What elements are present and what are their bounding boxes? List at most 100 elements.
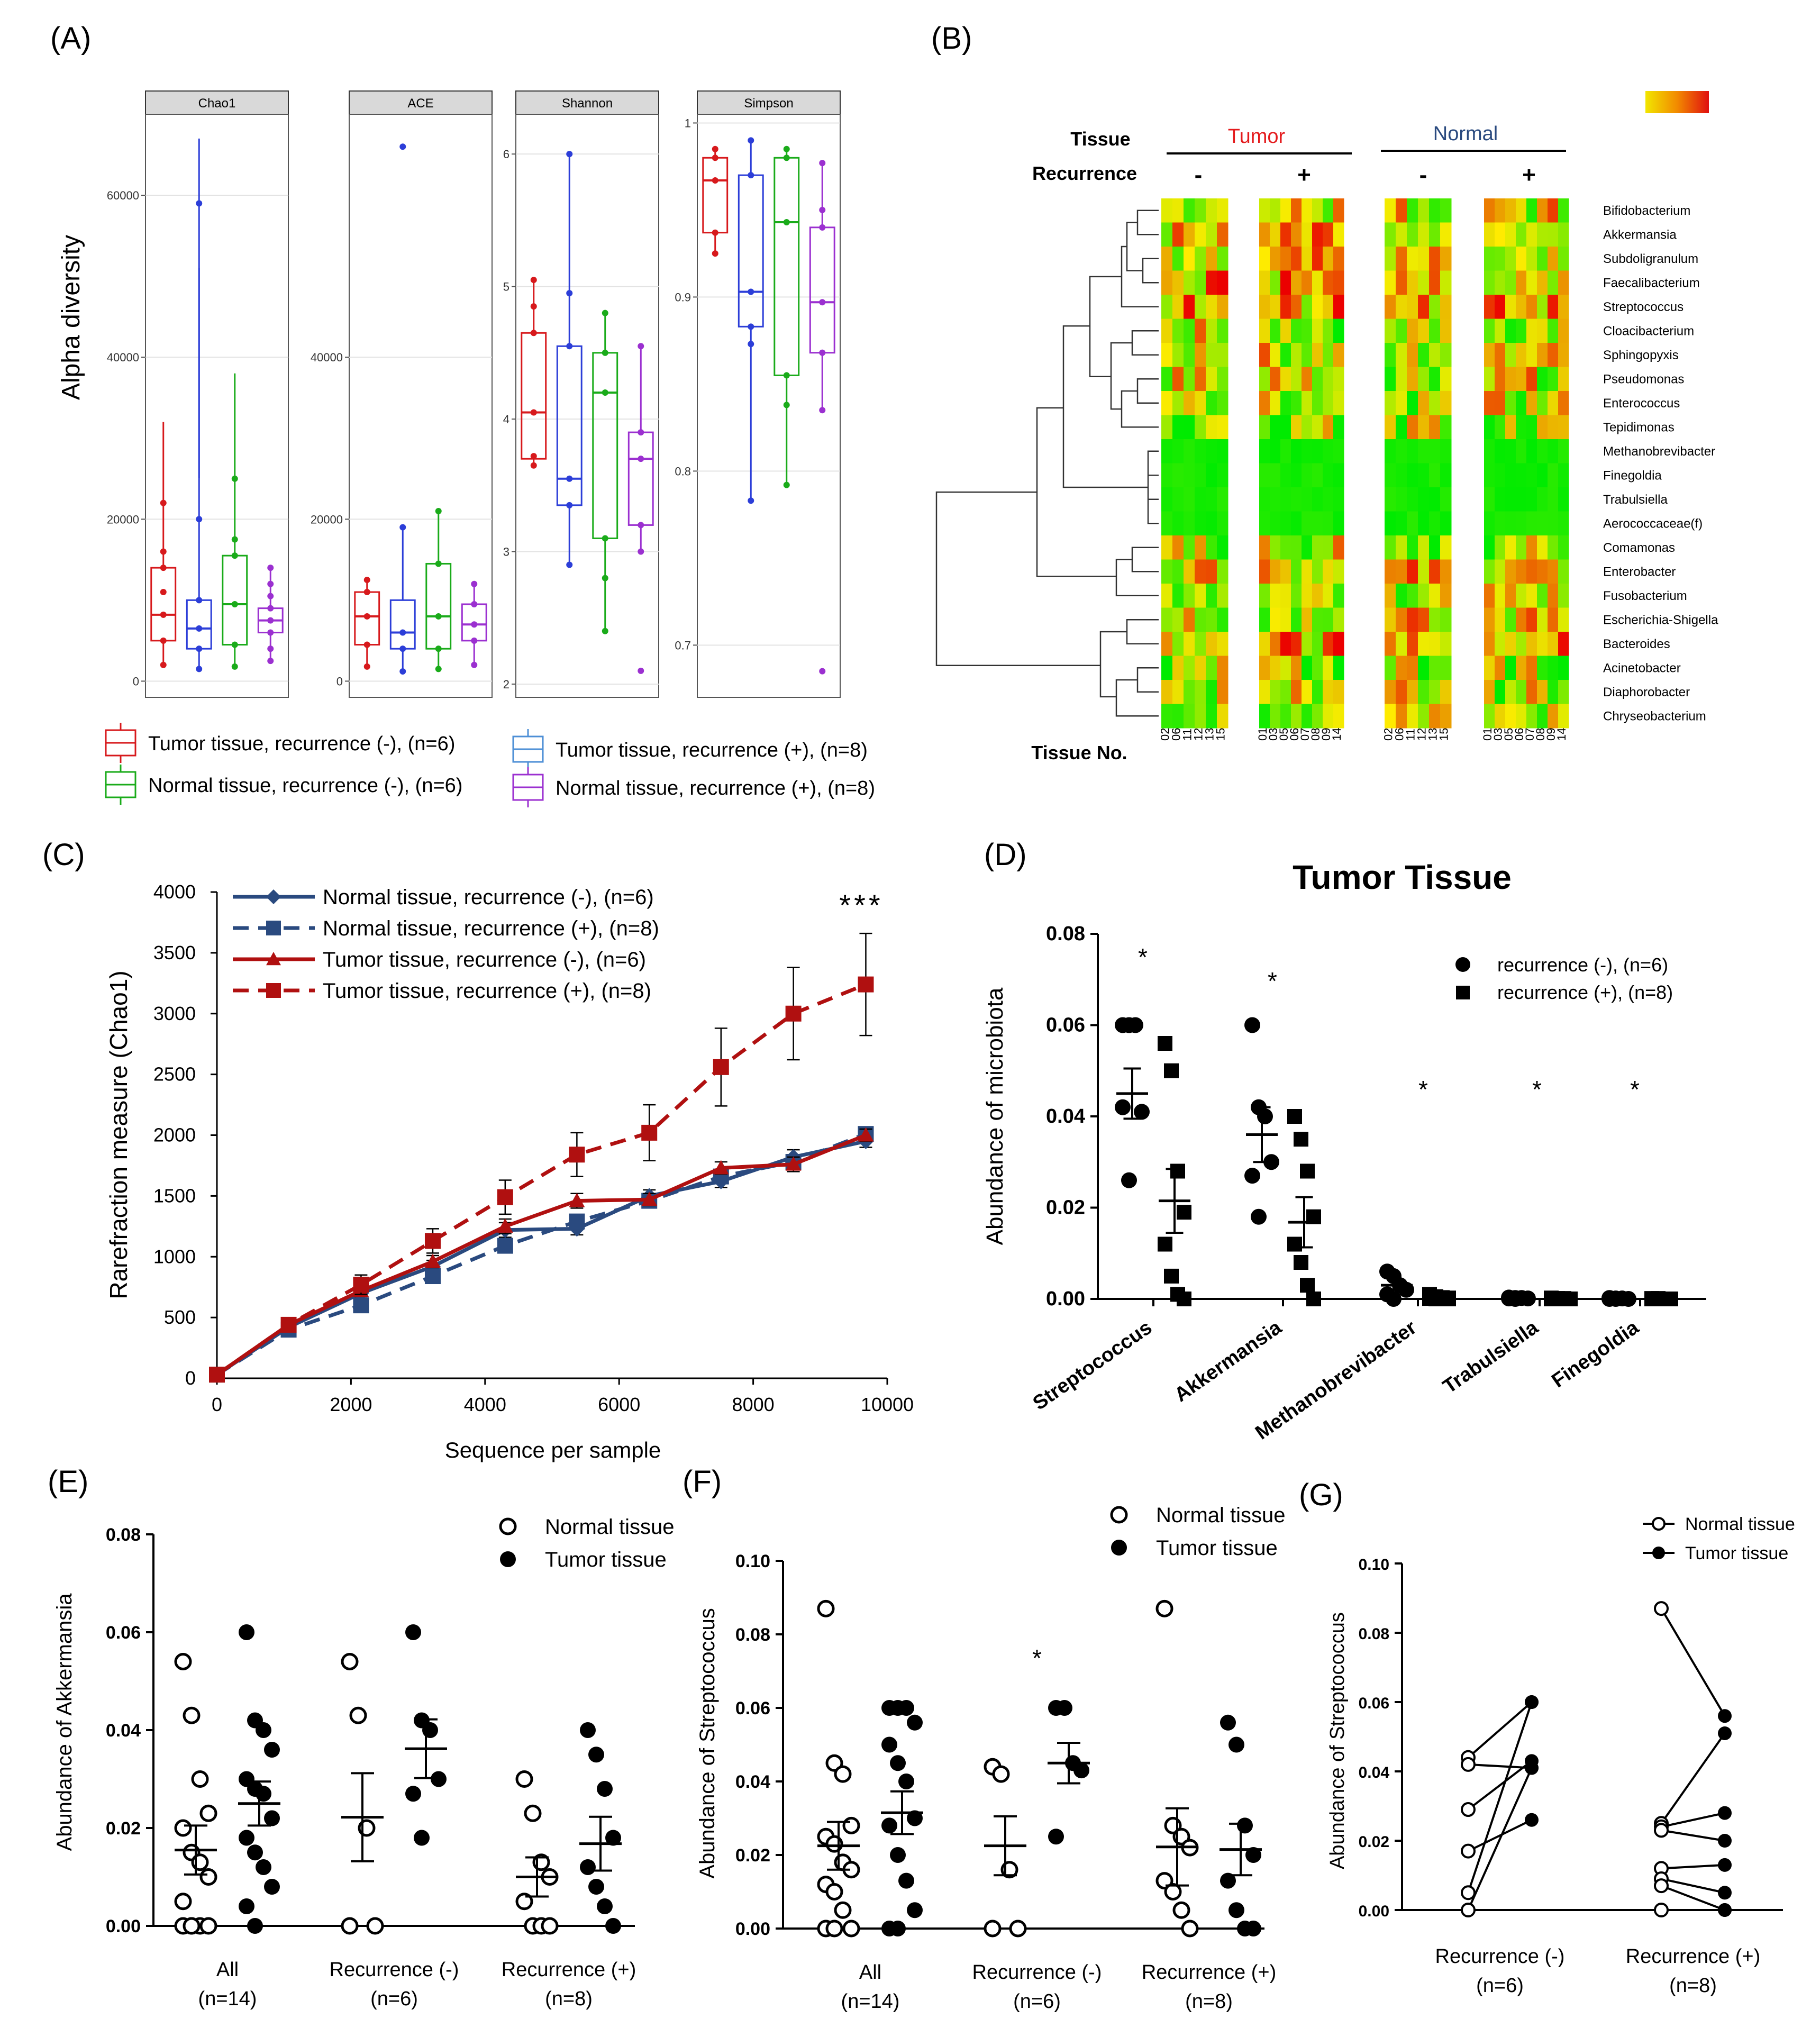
b-heat-cell <box>1291 415 1302 440</box>
b-heat-cell <box>1302 439 1313 463</box>
b-heat-cell <box>1184 415 1195 440</box>
b-heat-cell <box>1206 319 1217 343</box>
g-point-tumor <box>1718 1834 1732 1848</box>
b-heat-cell <box>1548 391 1559 415</box>
b-heat-cell <box>1206 680 1217 704</box>
b-heat-cell <box>1195 295 1206 319</box>
f-point-normal <box>825 1883 843 1900</box>
b-heat-cell <box>1548 247 1559 271</box>
b-heat-cell <box>1184 511 1195 536</box>
a-y-tick-label: 60000 <box>107 189 139 202</box>
b-heat-cell <box>1302 270 1313 295</box>
d-point-square <box>1170 1163 1185 1179</box>
b-heat-cell <box>1505 607 1516 632</box>
b-heat-cell <box>1217 415 1229 440</box>
b-heat-cell <box>1259 584 1270 608</box>
b-heat-cell <box>1172 535 1184 560</box>
b-heat-cell <box>1407 439 1418 463</box>
b-heat-cell <box>1396 295 1407 319</box>
c-point-triangle <box>424 1253 441 1268</box>
c-point-square <box>569 1213 585 1230</box>
b-heat-cell <box>1206 487 1217 512</box>
b-heat-cell <box>1184 222 1195 247</box>
b-row-label: Sphingopyxis <box>1603 348 1679 362</box>
f-x-tick-n: (n=14) <box>841 1990 900 2013</box>
g-y-tick-label: 0.08 <box>1359 1625 1389 1643</box>
b-heat-cell <box>1385 607 1396 632</box>
f-point-tumor <box>1245 1847 1261 1863</box>
b-heat-cell <box>1333 295 1344 319</box>
b-heat-cell <box>1418 607 1430 632</box>
a-point <box>399 629 406 636</box>
b-heat-cell <box>1270 463 1281 488</box>
b-heat-cell <box>1484 584 1495 608</box>
b-heat-cell <box>1558 511 1569 536</box>
b-heat-cell <box>1302 680 1313 704</box>
b-heat-cell <box>1558 632 1569 656</box>
a-point <box>471 621 478 628</box>
b-heat-cell <box>1418 270 1430 295</box>
a-point <box>602 628 608 634</box>
b-row-label: Cloacibacterium <box>1603 324 1694 338</box>
c-point-diamond <box>266 889 281 904</box>
f-legend-filled-circle <box>1111 1540 1127 1556</box>
a-point <box>638 343 644 350</box>
b-heat-cell <box>1558 559 1569 584</box>
a-box <box>461 580 487 668</box>
a-point <box>231 663 238 670</box>
c-legend-label: Tumor tissue, recurrence (+), (n=8) <box>323 979 651 1003</box>
d-point-circle <box>1244 1168 1260 1184</box>
b-heat-cell <box>1418 439 1430 463</box>
d-point-circle <box>1244 1017 1260 1033</box>
panel-label-f: (F) <box>683 1465 722 1499</box>
b-heat-cell <box>1333 198 1344 223</box>
b-heat-cell <box>1516 487 1527 512</box>
b-heat-cell <box>1537 680 1548 704</box>
panel-c-rarefaction: 0 2000 4000 6000 8000 10000 0 500 1000 1500 2000 25… <box>105 881 914 1462</box>
b-heat-cell <box>1505 367 1516 392</box>
a-box <box>257 565 284 665</box>
b-dendrogram-branch <box>1131 547 1159 572</box>
b-heat-cell <box>1526 607 1537 632</box>
e-point-tumor <box>580 1859 596 1875</box>
b-heat-cell <box>1505 391 1516 415</box>
a-point <box>267 617 274 624</box>
b-heat-cell <box>1548 584 1559 608</box>
b-heat-cell <box>1548 559 1559 584</box>
c-point-triangle <box>713 1160 729 1175</box>
b-heat-cell <box>1407 295 1418 319</box>
b-heat-cell <box>1280 198 1291 223</box>
b-row-label: Acinetobacter <box>1603 661 1681 675</box>
e-point-normal <box>524 1804 542 1822</box>
e-point-tumor <box>605 1918 621 1934</box>
c-y-tick-label: 2000 <box>153 1124 196 1146</box>
b-heat-cell <box>1323 319 1334 343</box>
b-heat-cell <box>1495 559 1506 584</box>
b-heat-cell <box>1259 463 1270 488</box>
b-heat-cell <box>1484 295 1495 319</box>
b-heat-cell <box>1217 439 1229 463</box>
d-title: Tumor Tissue <box>1293 858 1512 896</box>
b-heat-cell <box>1217 247 1229 271</box>
b-heat-cell <box>1302 656 1313 680</box>
b-heat-cell <box>1184 270 1195 295</box>
b-heat-cell <box>1495 535 1506 560</box>
b-heat-cell <box>1302 511 1313 536</box>
e-legend: Normal tissue Tumor tissue <box>499 1515 675 1571</box>
b-heat-cell <box>1280 319 1291 343</box>
d-point-circle <box>1263 1154 1279 1170</box>
b-heat-cell <box>1206 656 1217 680</box>
b-heat-cell <box>1516 439 1527 463</box>
f-legend: Normal tissue Tumor tissue <box>1110 1504 1286 1560</box>
b-heat-cell <box>1385 535 1396 560</box>
a-point <box>160 637 167 644</box>
b-heat-cell <box>1161 222 1173 247</box>
a-y-tick-label: 40000 <box>107 351 139 364</box>
b-heat-cell <box>1440 511 1452 536</box>
b-heat-cell <box>1195 487 1206 512</box>
c-point-triangle <box>641 1192 658 1206</box>
b-heat-cell <box>1323 367 1334 392</box>
a-box <box>592 310 618 634</box>
a-legend-label: Normal tissue, recurrence (-), (n=6) <box>148 775 462 797</box>
